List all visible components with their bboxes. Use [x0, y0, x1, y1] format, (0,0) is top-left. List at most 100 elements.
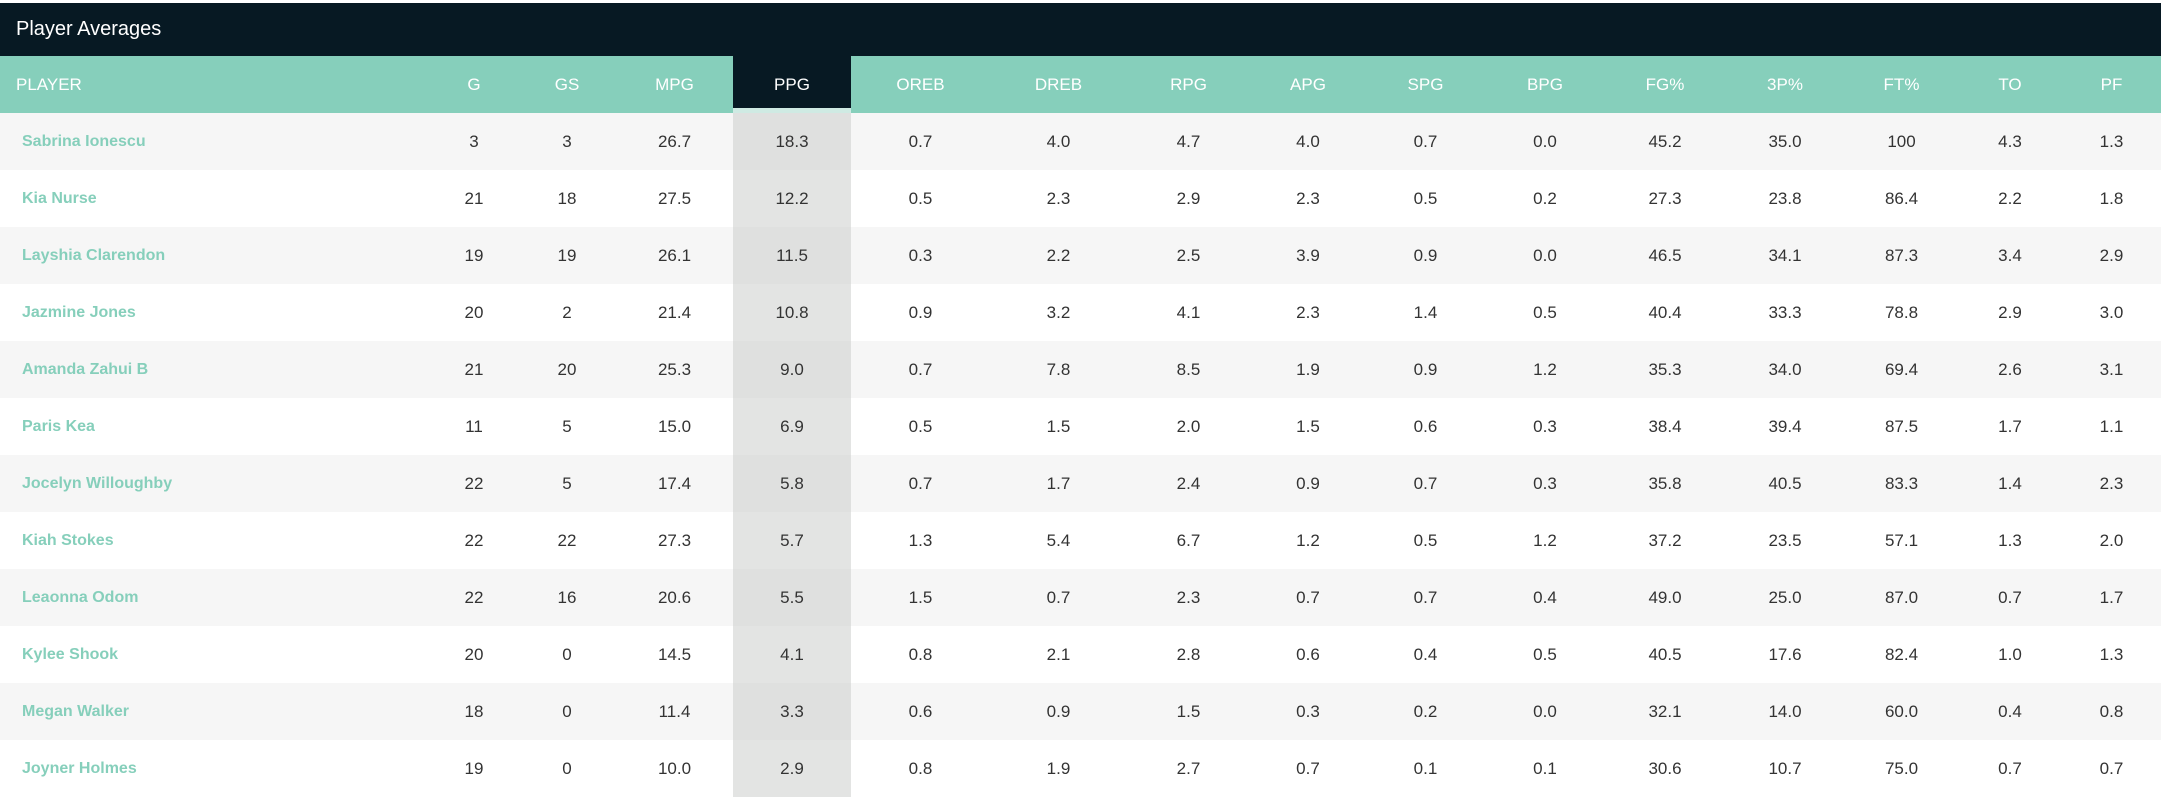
table-row: Sabrina Ionescu 3 3 26.7 18.3 0.7 4.0 4.7 4.0 0.7…	[0, 113, 2161, 170]
player-name-link[interactable]: Kylee Shook	[22, 645, 119, 663]
column-header-to[interactable]: TO	[1958, 56, 2062, 113]
column-header-ppg[interactable]: PPG	[733, 56, 851, 113]
stat-gs: 20	[518, 341, 616, 398]
player-name-link[interactable]: Amanda Zahui B	[0, 341, 430, 398]
stat-3p-pct: 23.8	[1768, 188, 1802, 208]
column-header-player[interactable]: PLAYER	[0, 56, 430, 113]
stat-3p-pct: 40.5	[1725, 455, 1845, 512]
stat-rpg: 2.0	[1176, 416, 1201, 436]
stat-gs: 0	[562, 644, 572, 664]
stat-gs: 5	[518, 455, 616, 512]
column-header-dreb[interactable]: DREB	[990, 56, 1127, 113]
stat-gs: 3	[518, 113, 616, 170]
stat-3p-pct: 39.4	[1768, 416, 1802, 436]
stat-oreb: 0.7	[851, 455, 990, 512]
stat-to: 2.6	[1958, 341, 2062, 398]
stat-fg-pct: 35.8	[1605, 455, 1725, 512]
column-header-gs[interactable]: GS	[518, 56, 616, 113]
stat-mpg: 27.5	[657, 188, 692, 208]
stat-dreb: 0.9	[990, 683, 1127, 740]
stat-g: 11	[465, 416, 483, 436]
player-name-link[interactable]: Sabrina Ionescu	[0, 113, 430, 170]
stat-ppg: 9.0	[733, 341, 851, 398]
stat-fg-pct: 32.1	[1605, 683, 1725, 740]
player-averages-table: PLAYER G GS MPG PPG OREB DREB RPG APG SPG BPG FG% 3P…	[0, 56, 2161, 797]
stat-mpg: 14.5	[657, 644, 692, 664]
stat-mpg: 27.3	[657, 530, 692, 550]
stat-to: 0.7	[1958, 569, 2062, 626]
stat-ft-pct: 100	[1845, 113, 1958, 170]
player-name-link[interactable]: Joyner Holmes	[22, 759, 137, 777]
player-name-link[interactable]: Kia Nurse	[22, 189, 97, 207]
column-header-ft-pct[interactable]: FT%	[1845, 56, 1958, 113]
column-header-bpg[interactable]: BPG	[1485, 56, 1605, 113]
player-name-link[interactable]: Leaonna Odom	[0, 569, 430, 626]
player-name-link[interactable]: Megan Walker	[0, 683, 430, 740]
column-header-g[interactable]: G	[430, 56, 518, 113]
column-header-mpg[interactable]: MPG	[616, 56, 733, 113]
stat-ft-pct: 78.8	[1884, 302, 1919, 322]
stat-apg: 0.3	[1250, 683, 1366, 740]
stat-pf: 2.0	[2099, 530, 2124, 550]
stat-oreb: 0.3	[851, 227, 990, 284]
stat-ft-pct: 75.0	[1884, 758, 1919, 778]
stat-mpg: 15.0	[657, 416, 692, 436]
stat-to: 0.7	[1998, 758, 2022, 778]
table-row: Kiah Stokes 22 22 27.3 5.7 1.3 5.4 6.7 1.2 0.5 1.2…	[0, 512, 2161, 569]
stat-to: 3.4	[1958, 227, 2062, 284]
stat-pf: 0.7	[2099, 758, 2124, 778]
stat-apg: 1.9	[1250, 341, 1366, 398]
table-row: Kia Nurse 21 18 27.5 12.2 0.5 2.3 2.9 2.3 0.5 0.2 2…	[0, 170, 2161, 227]
stat-bpg: 0.5	[1533, 302, 1557, 322]
player-name-link[interactable]: Layshia Clarendon	[0, 227, 430, 284]
stat-spg: 0.5	[1413, 530, 1438, 550]
stat-fg-pct: 35.3	[1605, 341, 1725, 398]
stat-bpg: 0.3	[1533, 416, 1557, 436]
stat-dreb: 2.3	[1046, 188, 1071, 208]
stat-gs: 2	[562, 302, 572, 322]
player-name-link[interactable]: Jocelyn Willoughby	[0, 455, 430, 512]
stat-dreb: 1.9	[1046, 758, 1071, 778]
column-header-fg-pct[interactable]: FG%	[1605, 56, 1725, 113]
column-header-oreb[interactable]: OREB	[851, 56, 990, 113]
stat-rpg: 2.3	[1127, 569, 1250, 626]
stat-3p-pct: 17.6	[1768, 644, 1802, 664]
stat-ppg: 2.9	[733, 740, 851, 797]
column-header-spg[interactable]: SPG	[1366, 56, 1485, 113]
player-name-link[interactable]: Kiah Stokes	[22, 531, 114, 549]
stat-ft-pct: 87.5	[1884, 416, 1919, 436]
stat-fg-pct: 46.5	[1605, 227, 1725, 284]
column-header-3p-pct[interactable]: 3P%	[1725, 56, 1845, 113]
player-name-link[interactable]: Paris Kea	[22, 417, 95, 435]
stat-pf: 3.1	[2062, 341, 2161, 398]
stat-spg: 0.9	[1366, 341, 1485, 398]
section-title: Player Averages	[0, 3, 2161, 56]
stat-3p-pct: 34.1	[1725, 227, 1845, 284]
stat-dreb: 4.0	[990, 113, 1127, 170]
stat-fg-pct: 37.2	[1648, 530, 1682, 550]
column-header-apg[interactable]: APG	[1250, 56, 1366, 113]
stat-to: 1.0	[1998, 644, 2022, 664]
stat-spg: 0.7	[1366, 113, 1485, 170]
stat-gs: 16	[518, 569, 616, 626]
stat-3p-pct: 34.0	[1725, 341, 1845, 398]
stat-ppg: 18.3	[733, 113, 851, 170]
stat-apg: 3.9	[1250, 227, 1366, 284]
column-header-pf[interactable]: PF	[2062, 56, 2161, 113]
stat-to: 1.4	[1958, 455, 2062, 512]
stat-apg: 1.5	[1296, 416, 1320, 436]
stat-3p-pct: 10.7	[1768, 758, 1802, 778]
stat-oreb: 0.8	[908, 758, 933, 778]
stat-spg: 0.7	[1366, 455, 1485, 512]
stat-apg: 2.3	[1296, 188, 1320, 208]
stat-ft-pct: 69.4	[1845, 341, 1958, 398]
stat-mpg: 21.4	[657, 302, 692, 322]
stat-spg: 0.7	[1366, 569, 1485, 626]
stat-dreb: 7.8	[990, 341, 1127, 398]
column-header-rpg[interactable]: RPG	[1127, 56, 1250, 113]
stat-pf: 0.8	[2062, 683, 2161, 740]
stat-dreb: 2.1	[1046, 644, 1071, 664]
stat-3p-pct: 25.0	[1725, 569, 1845, 626]
stat-pf: 3.0	[2099, 302, 2124, 322]
player-name-link[interactable]: Jazmine Jones	[22, 303, 136, 321]
